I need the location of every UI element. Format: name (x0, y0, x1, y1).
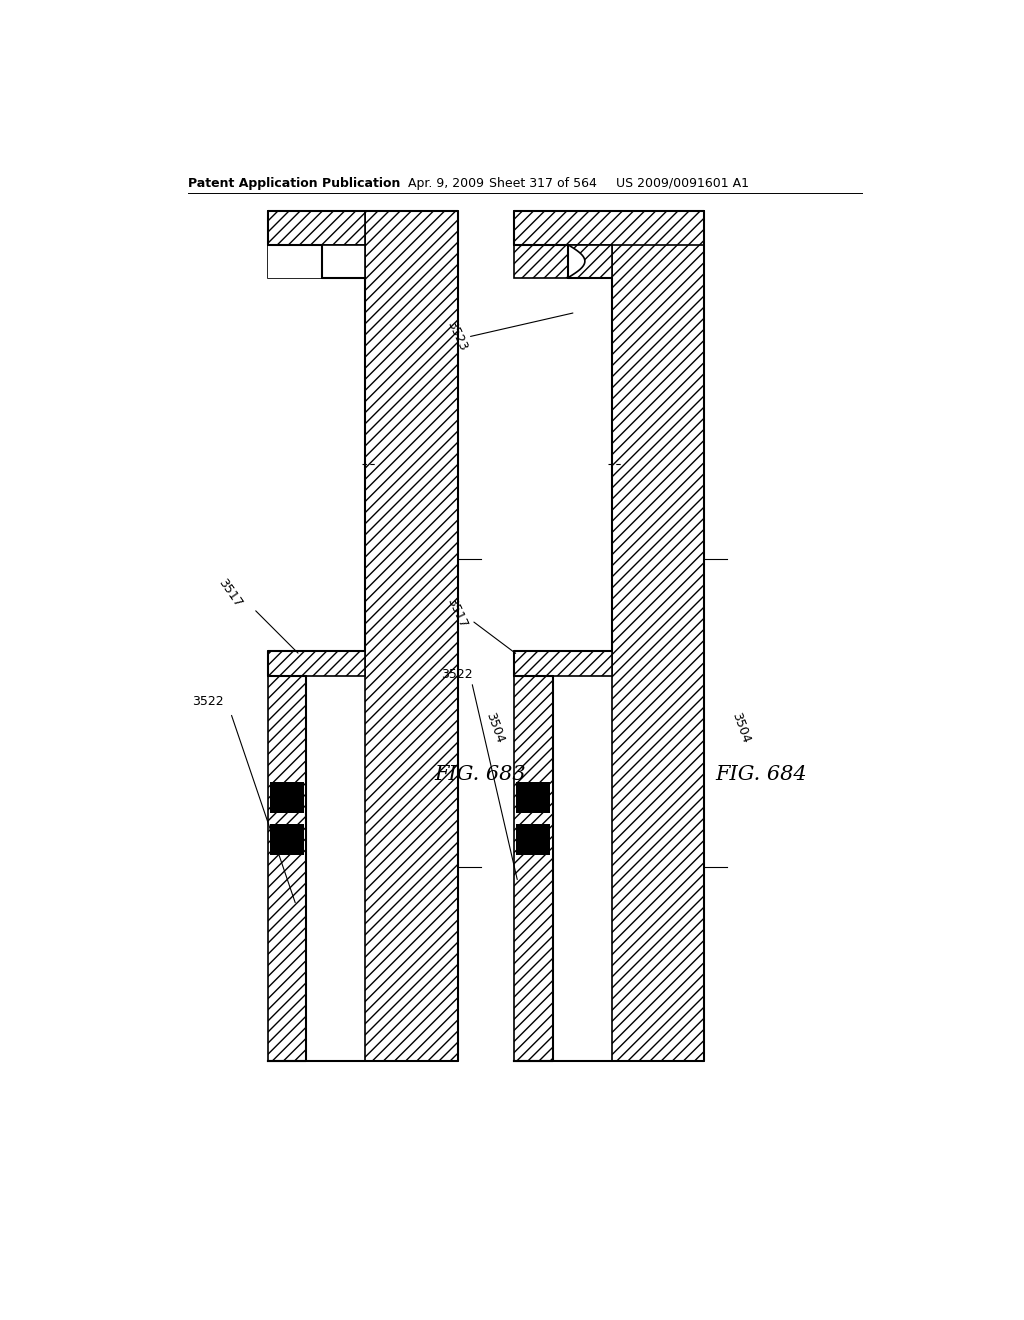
Bar (514, 676, 553, 1061)
Text: Patent Application Publication: Patent Application Publication (188, 177, 400, 190)
Text: Sheet 317 of 564: Sheet 317 of 564 (488, 177, 597, 190)
Text: 3504: 3504 (730, 711, 753, 746)
Text: 3523: 3523 (444, 318, 470, 352)
Bar (267, 676, 306, 1061)
Bar (514, 211, 705, 244)
Bar (366, 211, 458, 1061)
Text: FIG. 684: FIG. 684 (716, 764, 807, 784)
Bar (267, 211, 366, 244)
Bar (267, 244, 322, 277)
Text: 3522: 3522 (441, 668, 472, 681)
Text: 3504: 3504 (483, 711, 506, 746)
Bar (270, 825, 304, 855)
Bar (270, 781, 304, 813)
Bar (516, 825, 550, 855)
Bar (516, 781, 550, 813)
Text: 3517: 3517 (215, 577, 244, 610)
Bar (267, 211, 322, 244)
Bar (267, 651, 366, 676)
Text: FIG. 683: FIG. 683 (435, 764, 526, 784)
Bar (611, 211, 705, 1061)
Bar (514, 244, 568, 277)
Polygon shape (568, 244, 585, 277)
Bar (514, 651, 611, 676)
Text: Apr. 9, 2009: Apr. 9, 2009 (408, 177, 483, 190)
Text: US 2009/0091601 A1: US 2009/0091601 A1 (615, 177, 749, 190)
Bar (568, 244, 611, 277)
Bar (267, 244, 366, 277)
Text: 3517: 3517 (444, 595, 470, 630)
Text: 3522: 3522 (193, 694, 224, 708)
